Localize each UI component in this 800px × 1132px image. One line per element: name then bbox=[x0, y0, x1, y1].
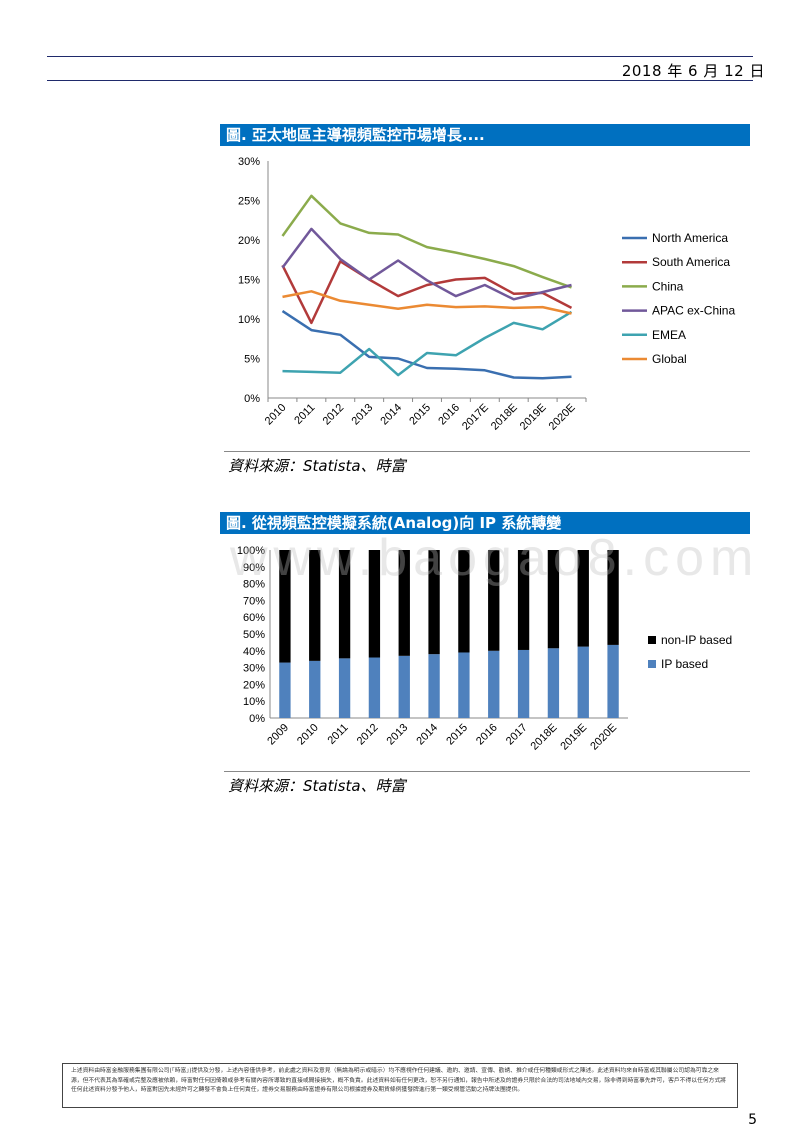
bar-non-ip-based bbox=[517, 550, 530, 650]
ip-shift-bar-chart: 0%10%20%30%40%50%60%70%80%90%100%2009 201… bbox=[237, 545, 732, 753]
y-tick-label: 30% bbox=[238, 156, 260, 168]
bar-non-ip-based bbox=[577, 550, 589, 647]
series-line-north-america bbox=[281, 310, 572, 380]
figure-1-source-rule bbox=[224, 451, 750, 452]
series-line-emea bbox=[282, 310, 573, 377]
growth-line-chart: 0%5%10%15%20%25%30%2010 2011 2012 2013 2014 2… bbox=[238, 156, 736, 433]
y-tick-label: 20% bbox=[243, 679, 265, 691]
bar-non-ip-based bbox=[368, 550, 381, 658]
bar-ip-based bbox=[547, 648, 560, 718]
bar-non-ip-based bbox=[309, 550, 321, 661]
disclaimer-box: 上述資料由時富金融服務集團有限公司(「時富」)提供及分發，上述內容僅供參考，前此… bbox=[62, 1063, 738, 1108]
series-line-global bbox=[282, 290, 572, 315]
x-tick-label: 2010 bbox=[263, 402, 289, 428]
bar-non-ip-based bbox=[607, 550, 619, 645]
header-rule-bottom bbox=[47, 80, 753, 81]
figure-2-title: 圖. 從視頻監控模擬系統(Analog)向 IP 系統轉變 bbox=[220, 512, 750, 534]
x-tick-label: 2011 bbox=[325, 722, 350, 747]
legend-label: North America bbox=[652, 231, 728, 245]
x-tick-label: 2012 bbox=[321, 402, 347, 428]
y-tick-label: 40% bbox=[243, 646, 265, 658]
x-tick-label: 2012 bbox=[355, 722, 381, 748]
legend-label: South America bbox=[652, 255, 730, 269]
y-tick-label: 0% bbox=[249, 713, 265, 725]
header-rule-top bbox=[47, 56, 753, 57]
y-tick-label: 90% bbox=[243, 562, 265, 574]
x-tick-label: 2017E bbox=[460, 402, 491, 433]
legend-label: non-IP based bbox=[661, 633, 732, 647]
x-tick-label: 2018E bbox=[529, 722, 560, 753]
y-tick-label: 15% bbox=[238, 275, 260, 287]
legend-swatch bbox=[648, 660, 656, 668]
legend-label: APAC ex-China bbox=[652, 304, 735, 318]
legend-label: IP based bbox=[661, 657, 708, 671]
y-tick-label: 10% bbox=[238, 314, 260, 326]
report-date: 2018 年 6 月 12 日 bbox=[621, 62, 765, 80]
bar-non-ip-based bbox=[488, 550, 500, 651]
x-tick-label: 2013 bbox=[385, 722, 411, 748]
bar-ip-based bbox=[279, 662, 291, 718]
bar-non-ip-based bbox=[428, 550, 440, 655]
y-tick-label: 80% bbox=[243, 579, 265, 591]
series-line-south-america bbox=[281, 260, 573, 325]
bar-ip-based bbox=[428, 654, 440, 718]
bar-non-ip-based bbox=[458, 550, 470, 653]
x-tick-label: 2020E bbox=[588, 722, 619, 753]
series-line-apac-ex-china bbox=[281, 227, 572, 301]
bar-ip-based bbox=[458, 652, 470, 718]
bar-non-ip-based bbox=[547, 550, 560, 649]
bar-non-ip-based bbox=[279, 550, 291, 663]
x-tick-label: 2010 bbox=[295, 722, 321, 748]
legend-label: China bbox=[652, 279, 684, 293]
x-tick-label: 2009 bbox=[265, 722, 291, 748]
x-tick-label: 2016 bbox=[474, 722, 500, 748]
series-line-china bbox=[281, 194, 572, 289]
x-tick-label: 2020E bbox=[547, 402, 578, 433]
figure-2-source-rule bbox=[224, 771, 750, 772]
figure-1-source: 資料來源：Statista、時富 bbox=[228, 457, 406, 475]
bar-ip-based bbox=[607, 644, 619, 718]
x-tick-label: 2018E bbox=[489, 402, 520, 433]
x-tick-label: 2016 bbox=[436, 402, 462, 428]
y-tick-label: 0% bbox=[244, 393, 260, 405]
y-tick-label: 30% bbox=[243, 663, 265, 675]
y-tick-label: 5% bbox=[244, 354, 260, 366]
x-tick-label: 2013 bbox=[350, 402, 376, 428]
y-tick-label: 20% bbox=[238, 235, 260, 247]
bar-ip-based bbox=[398, 655, 410, 718]
y-tick-label: 25% bbox=[238, 196, 260, 208]
bar-ip-based bbox=[488, 650, 500, 718]
x-tick-label: 2014 bbox=[414, 722, 440, 748]
bar-ip-based bbox=[577, 646, 589, 718]
legend-swatch bbox=[648, 636, 656, 644]
x-tick-label: 2019E bbox=[518, 402, 549, 433]
y-tick-label: 100% bbox=[237, 545, 265, 557]
y-tick-label: 60% bbox=[243, 612, 265, 624]
page-number: 5 bbox=[748, 1112, 757, 1128]
bar-ip-based bbox=[368, 657, 381, 718]
x-tick-label: 2014 bbox=[378, 402, 404, 428]
legend-label: EMEA bbox=[652, 328, 686, 342]
x-tick-label: 2019E bbox=[558, 722, 589, 753]
bar-ip-based bbox=[338, 658, 351, 718]
x-tick-label: 2015 bbox=[407, 402, 433, 428]
legend-label: Global bbox=[652, 352, 687, 366]
y-tick-label: 10% bbox=[243, 696, 265, 708]
x-tick-label: 2017 bbox=[504, 722, 530, 748]
bar-ip-based bbox=[309, 660, 321, 718]
bar-ip-based bbox=[517, 649, 530, 718]
bar-non-ip-based bbox=[338, 550, 351, 659]
x-tick-label: 2015 bbox=[444, 722, 470, 748]
y-tick-label: 50% bbox=[243, 629, 265, 641]
x-tick-label: 2011 bbox=[292, 402, 317, 427]
y-tick-label: 70% bbox=[243, 595, 265, 607]
figure-2-source: 資料來源：Statista、時富 bbox=[228, 777, 406, 795]
figure-1-title: 圖. 亞太地區主導視頻監控市場增長.... bbox=[220, 124, 750, 146]
bar-non-ip-based bbox=[398, 550, 410, 656]
